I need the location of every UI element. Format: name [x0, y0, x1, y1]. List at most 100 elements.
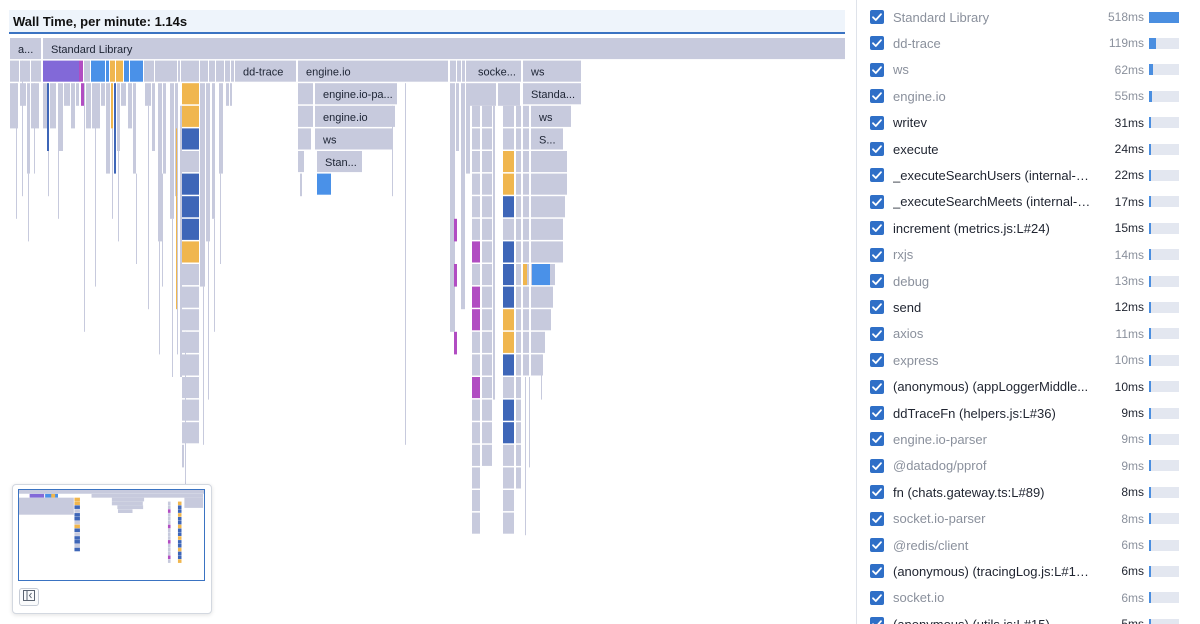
flame-frame[interactable]	[482, 354, 492, 376]
flame-hairline[interactable]	[28, 173, 29, 242]
flame-hairline[interactable]	[182, 444, 184, 468]
panel-divider[interactable]	[856, 0, 857, 624]
flame-frame[interactable]	[531, 196, 565, 218]
frame-ws-inner[interactable]	[315, 128, 393, 150]
flame-stack[interactable]	[117, 83, 120, 151]
legend-item[interactable]: increment (metrics.js:L#24) 15ms	[857, 215, 1200, 241]
legend-checkbox[interactable]	[870, 247, 884, 262]
flame-stack[interactable]	[456, 83, 459, 151]
flame-stack[interactable]	[461, 83, 465, 310]
legend-item[interactable]: fn (chats.gateway.ts:L#89) 8ms	[857, 479, 1200, 505]
flame-frame[interactable]	[482, 241, 492, 263]
legend-checkbox[interactable]	[870, 142, 884, 156]
flame-hairline[interactable]	[159, 241, 160, 355]
flame-hairline[interactable]	[112, 128, 113, 219]
flame-stack[interactable]	[206, 83, 210, 242]
legend-item[interactable]: (anonymous) (utils.js:L#15) 5ms	[857, 611, 1200, 624]
frame-ws[interactable]	[523, 60, 581, 82]
legend-checkbox[interactable]	[870, 379, 884, 394]
flame-frame[interactable]	[472, 309, 480, 331]
frame-root-a[interactable]	[10, 38, 41, 60]
legend-checkbox[interactable]	[870, 89, 884, 104]
flame-frame[interactable]	[503, 422, 514, 444]
legend-checkbox[interactable]	[870, 10, 884, 24]
legend-item[interactable]: _executeSearchUsers (internal-a... 22ms	[857, 162, 1200, 188]
legend-item[interactable]: debug 13ms	[857, 268, 1200, 294]
flame-frame[interactable]	[231, 60, 234, 82]
flame-stack[interactable]	[111, 83, 113, 129]
flame-frame[interactable]	[523, 218, 529, 240]
flame-stack[interactable]	[50, 83, 56, 129]
flame-stack[interactable]	[170, 83, 174, 219]
flame-frame[interactable]	[516, 105, 521, 127]
flame-frame[interactable]	[523, 331, 529, 353]
flame-hairline[interactable]	[541, 354, 542, 400]
flame-stack[interactable]	[470, 83, 496, 106]
flame-frame[interactable]	[472, 173, 480, 195]
flame-frame[interactable]	[472, 422, 480, 444]
legend-checkbox[interactable]	[870, 617, 884, 624]
flame-frame[interactable]	[472, 354, 480, 376]
flame-frame[interactable]	[472, 444, 480, 466]
flame-hairline[interactable]	[214, 218, 215, 332]
legend-checkbox[interactable]	[870, 458, 884, 473]
flame-frame[interactable]	[531, 151, 567, 173]
flame-frame[interactable]	[472, 399, 480, 421]
frame-s[interactable]	[531, 128, 563, 150]
flame-stack[interactable]	[454, 264, 457, 287]
flame-frame[interactable]	[516, 128, 521, 150]
flame-frame[interactable]	[503, 377, 514, 399]
legend-item[interactable]: axios 11ms	[857, 321, 1200, 347]
flame-frame[interactable]	[298, 83, 313, 105]
flame-frame[interactable]	[450, 60, 456, 82]
flame-frame[interactable]	[523, 173, 529, 195]
legend-checkbox[interactable]	[870, 485, 884, 500]
flame-stack[interactable]	[114, 83, 116, 174]
minimap-viewport[interactable]	[18, 489, 205, 581]
legend-checkbox[interactable]	[870, 511, 884, 526]
flame-frame[interactable]	[516, 331, 521, 353]
legend-item[interactable]: (anonymous) (appLoggerMiddle... 10ms	[857, 374, 1200, 400]
flame-frame[interactable]	[182, 196, 199, 218]
flame-stack[interactable]	[64, 83, 70, 106]
flame-frame[interactable]	[531, 309, 551, 331]
flame-hairline[interactable]	[180, 105, 182, 378]
flame-frame[interactable]	[144, 60, 154, 82]
flame-stack[interactable]	[219, 83, 223, 174]
flame-hairline[interactable]	[22, 60, 23, 197]
flame-frame[interactable]	[503, 490, 514, 512]
flame-frame[interactable]	[31, 60, 41, 82]
flame-frame[interactable]	[84, 60, 90, 82]
flame-hairline[interactable]	[148, 105, 149, 310]
flame-frame[interactable]	[43, 60, 57, 82]
flame-hairline[interactable]	[525, 377, 526, 536]
legend-checkbox[interactable]	[870, 353, 884, 368]
flame-hairline[interactable]	[203, 286, 204, 445]
flame-hairline[interactable]	[162, 173, 163, 287]
flame-frame[interactable]	[79, 60, 83, 82]
flame-frame[interactable]	[472, 196, 480, 218]
flame-hairline[interactable]	[48, 151, 49, 197]
flame-frame[interactable]	[523, 309, 529, 331]
flame-frame[interactable]	[482, 399, 492, 421]
legend-item[interactable]: engine.io-parser 9ms	[857, 426, 1200, 452]
flame-frame[interactable]	[516, 444, 521, 466]
flame-frame[interactable]	[531, 331, 545, 353]
flame-stack[interactable]	[163, 83, 166, 174]
flame-frame[interactable]	[472, 467, 480, 489]
flame-stack[interactable]	[212, 83, 215, 219]
flame-frame[interactable]	[482, 264, 492, 286]
flame-stack[interactable]	[101, 83, 105, 106]
flame-frame[interactable]	[503, 331, 514, 353]
flame-frame[interactable]	[124, 60, 129, 82]
flame-frame[interactable]	[472, 241, 480, 263]
flame-frame[interactable]	[182, 377, 199, 399]
frame-dd-trace[interactable]	[235, 60, 296, 82]
flame-stack[interactable]	[58, 83, 63, 151]
flame-frame[interactable]	[503, 399, 514, 421]
flame-stack[interactable]	[27, 83, 30, 174]
flame-frame[interactable]	[482, 218, 492, 240]
flame-stack[interactable]	[230, 83, 232, 106]
flame-frame[interactable]	[503, 264, 514, 286]
legend-panel[interactable]: Standard Library 518ms dd-trace 119ms ws 62ms…	[857, 0, 1200, 624]
